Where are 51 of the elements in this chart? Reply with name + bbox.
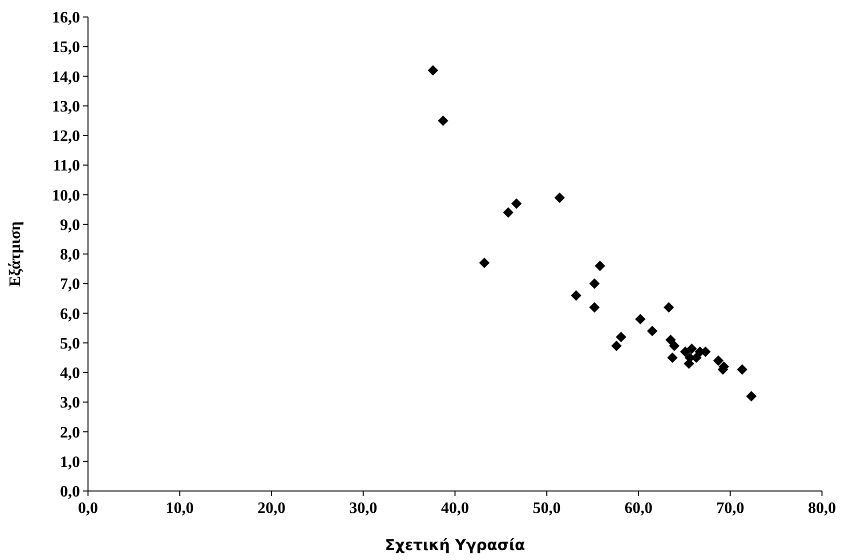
y-tick-label: 14,0 xyxy=(52,68,80,86)
y-tick-label: 4,0 xyxy=(60,365,80,382)
point xyxy=(664,302,674,313)
x-tick-label: 10,0 xyxy=(166,500,194,517)
point xyxy=(570,290,582,301)
point xyxy=(686,344,697,354)
point xyxy=(647,326,658,336)
y-tick-label: 2,0 xyxy=(60,424,80,442)
y-tick-label: 11,0 xyxy=(52,158,80,175)
point xyxy=(635,314,646,324)
point xyxy=(736,364,748,375)
x-axis-title: Σχετική Υγρασία xyxy=(384,536,526,554)
y-tick-label: 6,0 xyxy=(60,306,80,323)
point xyxy=(665,334,676,346)
y-tick-label: 10,0 xyxy=(52,187,80,204)
point xyxy=(669,340,680,352)
point xyxy=(611,340,622,352)
y-tick-label: 16,0 xyxy=(52,10,80,27)
point xyxy=(589,278,600,289)
point xyxy=(438,115,448,126)
x-tick-label: 60,0 xyxy=(624,500,652,517)
point xyxy=(511,198,522,209)
point xyxy=(667,352,678,363)
y-axis-title: Εξάτμιση xyxy=(7,221,24,287)
point xyxy=(746,390,757,402)
point xyxy=(680,346,691,358)
point xyxy=(479,258,490,268)
y-tick-label: 0,0 xyxy=(60,484,80,501)
x-tick-label: 80,0 xyxy=(808,500,836,517)
y-tick-label: 8,0 xyxy=(60,246,80,264)
point xyxy=(616,332,626,342)
point xyxy=(554,192,565,203)
y-tick-label: 1,0 xyxy=(60,454,80,471)
point xyxy=(594,260,606,272)
point xyxy=(428,65,438,76)
y-tick-label: 9,0 xyxy=(60,216,80,234)
x-tick-label: 40,0 xyxy=(441,500,469,517)
x-tick-label: 70,0 xyxy=(716,500,744,517)
y-tick-label: 13,0 xyxy=(52,98,80,116)
x-tick-label: 0,0 xyxy=(78,500,98,517)
y-tick-label: 15,0 xyxy=(52,39,80,56)
point xyxy=(502,207,514,218)
point xyxy=(589,302,600,313)
x-tick-label: 50,0 xyxy=(532,500,561,517)
y-tick-label: 7,0 xyxy=(60,276,80,294)
point xyxy=(713,355,724,366)
y-tick-label: 12,0 xyxy=(52,128,80,146)
y-tick-label: 5,0 xyxy=(60,335,80,352)
x-tick-label: 20,0 xyxy=(258,500,286,517)
x-tick-label: 30,0 xyxy=(349,500,378,517)
y-tick-label: 3,0 xyxy=(60,394,80,412)
